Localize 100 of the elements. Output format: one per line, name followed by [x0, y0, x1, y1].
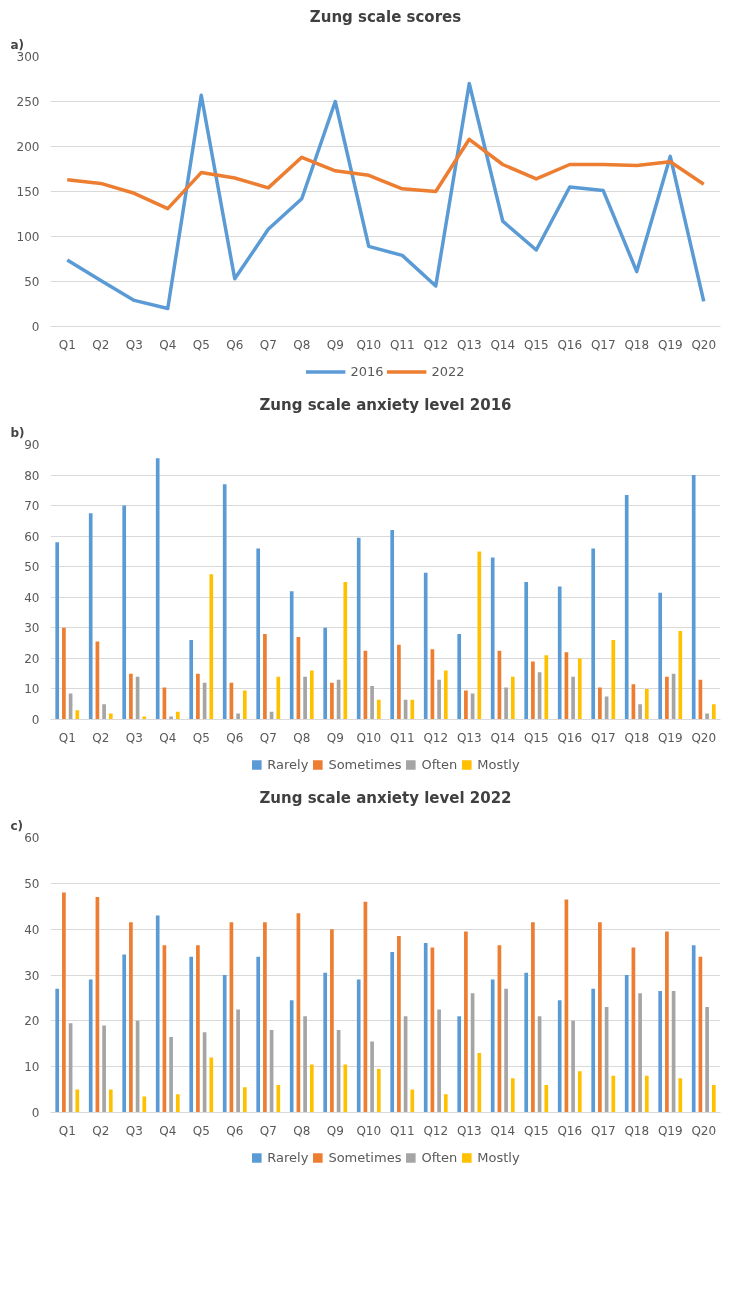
x-tick-label: Q4 [159, 337, 177, 352]
legend-label: Sometimes [328, 756, 402, 772]
bar [390, 952, 395, 1113]
y-tick-label: 0 [31, 320, 40, 334]
bar [155, 458, 160, 720]
x-tick-label: Q7 [259, 730, 277, 745]
bar [169, 1036, 173, 1113]
bar [705, 1007, 709, 1113]
bar [108, 713, 113, 720]
x-tick-label: Q20 [691, 1123, 717, 1138]
bar [423, 572, 428, 720]
x-tick-label: Q16 [557, 1123, 583, 1138]
bar [263, 633, 267, 720]
y-tick-label: 60 [24, 529, 40, 544]
bar [678, 630, 683, 720]
bar [443, 1094, 448, 1113]
y-tick-label: 200 [16, 140, 40, 154]
x-tick-label: Q5 [192, 730, 210, 745]
bar [256, 956, 261, 1113]
x-tick-label: Q6 [226, 730, 244, 745]
bar [88, 513, 93, 720]
bar [169, 716, 173, 720]
bar [510, 1078, 515, 1113]
bar [376, 1068, 381, 1113]
bar [598, 922, 602, 1113]
bar [196, 945, 200, 1113]
bar [691, 475, 696, 720]
legend-label: Mostly [477, 1149, 520, 1165]
text: c) [10, 818, 24, 833]
bar [557, 586, 562, 720]
line-series [65, 137, 706, 211]
bar [209, 574, 214, 720]
bar [524, 582, 529, 720]
bar [464, 690, 468, 720]
x-tick-label: Q15 [523, 1123, 549, 1138]
x-tick-label: Q10 [356, 337, 382, 352]
y-tick-label: 100 [16, 230, 40, 244]
bar [591, 988, 596, 1113]
bar [658, 592, 663, 720]
bar [524, 972, 529, 1113]
x-tick-label: Q9 [326, 1123, 344, 1138]
x-tick-label: Q17 [590, 337, 616, 352]
bar [457, 1016, 462, 1113]
bar [624, 494, 629, 720]
bar [189, 640, 194, 720]
x-tick-label: Q17 [590, 730, 616, 745]
y-tick-label: 0 [31, 713, 40, 727]
y-tick-label: 20 [24, 1014, 40, 1029]
bar [711, 704, 716, 720]
bar [323, 972, 328, 1113]
x-tick-label: Q3 [125, 337, 143, 352]
chart-title: Zung scale scores [309, 7, 462, 26]
x-tick-label: Q13 [456, 730, 482, 745]
x-tick-label: Q16 [557, 730, 583, 745]
x-tick-label: Q4 [159, 1123, 177, 1138]
legend-label: Sometimes [328, 1149, 402, 1165]
y-tick-label: 30 [24, 968, 40, 983]
x-tick-label: Q20 [691, 730, 717, 745]
x-tick-label: Q4 [159, 730, 177, 745]
x-tick-label: Q12 [423, 337, 449, 352]
x-tick-label: Q3 [125, 1123, 143, 1138]
x-tick-label: Q8 [293, 730, 311, 745]
x-tick-label: Q19 [657, 337, 683, 352]
bar [62, 627, 66, 720]
legend-label: 2022 [431, 363, 465, 379]
bar [437, 1009, 441, 1113]
x-tick-label: Q18 [624, 1123, 650, 1138]
bar [343, 1064, 348, 1113]
legend-label: Often [421, 1149, 458, 1165]
y-tick-label: 90 [24, 438, 40, 452]
bar [638, 704, 642, 720]
bar [638, 993, 642, 1113]
legend-label: Rarely [267, 1149, 309, 1165]
x-tick-label: Q14 [490, 337, 516, 352]
bar [691, 945, 696, 1113]
x-tick-label: Q11 [389, 730, 415, 745]
bar [557, 1000, 562, 1113]
bar [289, 591, 294, 720]
bar [477, 551, 482, 720]
x-tick-label: Q20 [691, 337, 717, 352]
x-tick-label: Q18 [624, 337, 650, 352]
text: b) [10, 425, 25, 440]
bar [236, 713, 240, 720]
bar [591, 548, 596, 720]
bar [309, 670, 314, 720]
bar [611, 640, 616, 720]
y-tick-label: 50 [24, 560, 40, 575]
y-tick-label: 80 [24, 468, 40, 483]
bar [175, 711, 180, 720]
bar [624, 975, 629, 1113]
x-tick-label: Q6 [226, 1123, 244, 1138]
bar [142, 1096, 147, 1113]
bar [437, 679, 441, 720]
bar [356, 537, 361, 720]
bar [397, 644, 401, 720]
bar [55, 988, 60, 1113]
x-tick-label: Q11 [389, 1123, 415, 1138]
bar [209, 1057, 214, 1113]
bar [155, 915, 160, 1113]
y-tick-label: 40 [24, 922, 40, 937]
